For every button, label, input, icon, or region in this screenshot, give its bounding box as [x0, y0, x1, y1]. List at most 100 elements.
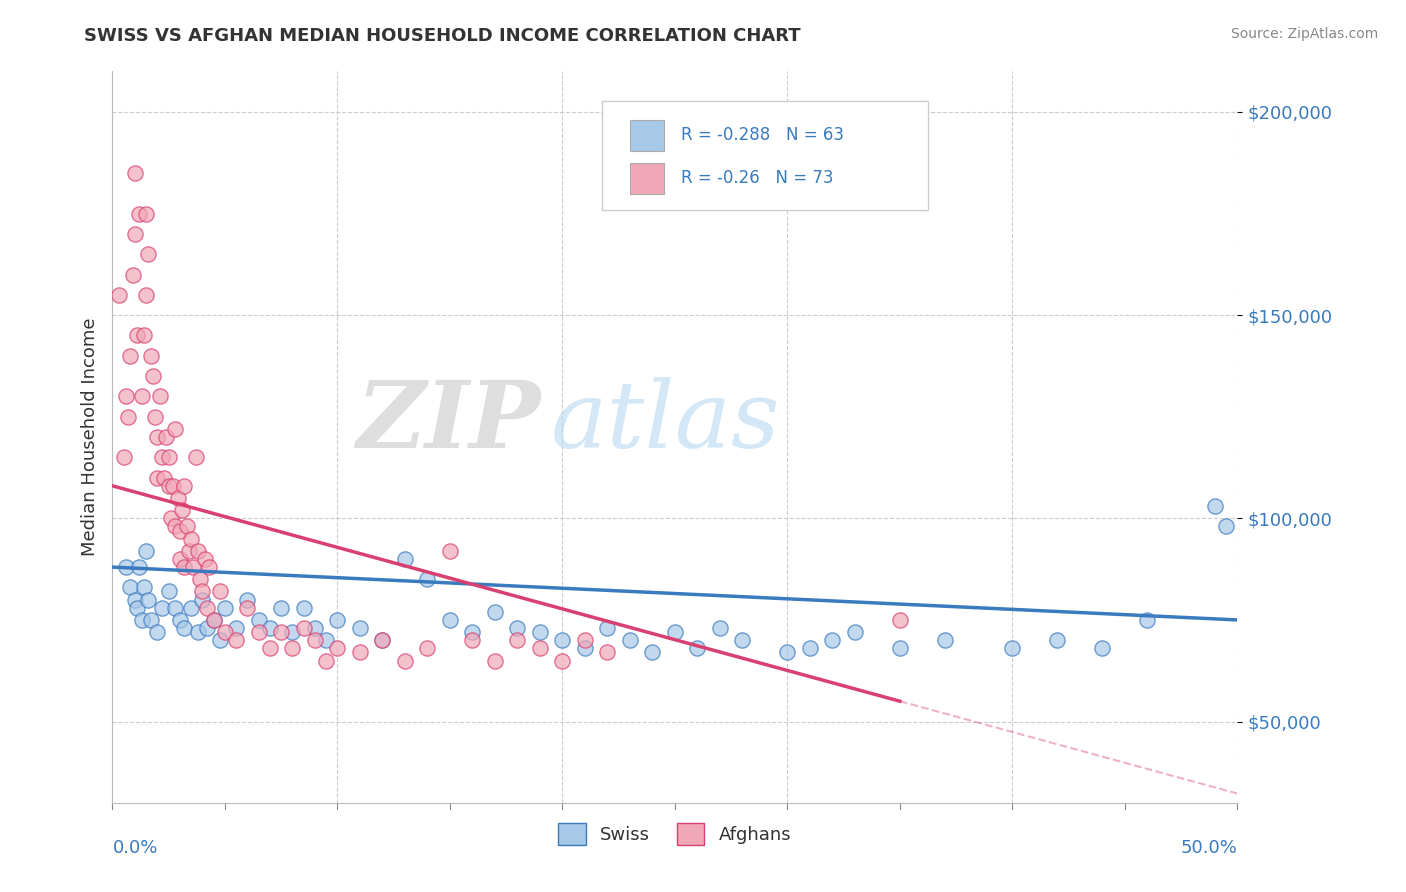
Point [225, 633, 247, 648]
Point [155, 430, 177, 444]
Point [394, 552, 416, 566]
Point [281, 641, 304, 656]
FancyBboxPatch shape [630, 163, 664, 194]
Point [117, 409, 139, 424]
Point [270, 625, 292, 640]
Text: Source: ZipAtlas.com: Source: ZipAtlas.com [1230, 27, 1378, 41]
Point [169, 524, 191, 538]
Point [349, 645, 371, 659]
Point [461, 633, 484, 648]
Point [169, 613, 191, 627]
Point [292, 600, 315, 615]
Point [184, 450, 207, 465]
Point [128, 560, 150, 574]
Point [135, 544, 157, 558]
Point [202, 613, 225, 627]
Point [157, 584, 180, 599]
Point [259, 641, 281, 656]
Point [187, 544, 209, 558]
Point [128, 206, 150, 220]
Point [214, 600, 236, 615]
Point [209, 633, 232, 648]
Text: R = -0.26   N = 73: R = -0.26 N = 73 [681, 169, 832, 187]
Point [619, 633, 641, 648]
Point [142, 369, 165, 384]
Point [484, 654, 506, 668]
Point [529, 641, 551, 656]
Text: atlas: atlas [551, 377, 780, 467]
Point [173, 479, 195, 493]
Point [1136, 613, 1159, 627]
Point [127, 600, 149, 615]
Point [844, 625, 866, 640]
Point [191, 584, 214, 599]
Point [153, 471, 176, 485]
Point [776, 645, 799, 659]
Point [1204, 499, 1226, 513]
Point [304, 633, 326, 648]
Point [889, 613, 911, 627]
Point [247, 625, 270, 640]
Point [1215, 519, 1237, 533]
Point [124, 166, 146, 180]
Point [292, 621, 315, 635]
Point [236, 592, 259, 607]
Point [191, 592, 214, 607]
Point [180, 600, 202, 615]
Point [195, 621, 218, 635]
Point [146, 471, 169, 485]
Point [709, 621, 731, 635]
Point [596, 645, 619, 659]
Point [371, 633, 394, 648]
Point [112, 450, 135, 465]
Point [371, 633, 394, 648]
Point [132, 328, 155, 343]
Point [889, 641, 911, 656]
Point [270, 600, 292, 615]
Point [146, 430, 169, 444]
Point [162, 479, 184, 493]
Point [173, 621, 195, 635]
Point [461, 625, 484, 640]
Point [146, 625, 169, 640]
Point [108, 288, 131, 302]
Point [641, 645, 664, 659]
Point [315, 633, 337, 648]
Point [165, 519, 187, 533]
Point [596, 621, 619, 635]
Point [157, 450, 180, 465]
FancyBboxPatch shape [602, 101, 928, 211]
Point [551, 654, 574, 668]
Point [664, 625, 686, 640]
Point [686, 641, 709, 656]
Point [135, 288, 157, 302]
Point [315, 654, 337, 668]
Point [138, 592, 160, 607]
Point [281, 625, 304, 640]
Text: 50.0%: 50.0% [1181, 839, 1237, 857]
Point [394, 654, 416, 668]
Point [131, 389, 153, 403]
Point [574, 633, 596, 648]
Point [121, 268, 143, 282]
Point [173, 560, 195, 574]
Point [124, 227, 146, 241]
Point [139, 613, 162, 627]
Point [1046, 633, 1069, 648]
Point [160, 511, 183, 525]
Point [132, 581, 155, 595]
Point [202, 613, 225, 627]
FancyBboxPatch shape [630, 120, 664, 151]
Point [225, 621, 247, 635]
Point [416, 572, 439, 586]
Point [150, 600, 173, 615]
Point [183, 560, 205, 574]
Point [574, 641, 596, 656]
Point [439, 544, 461, 558]
Point [236, 600, 259, 615]
Point [127, 328, 149, 343]
Point [1001, 641, 1024, 656]
Point [194, 552, 217, 566]
Point [139, 349, 162, 363]
Point [120, 581, 142, 595]
